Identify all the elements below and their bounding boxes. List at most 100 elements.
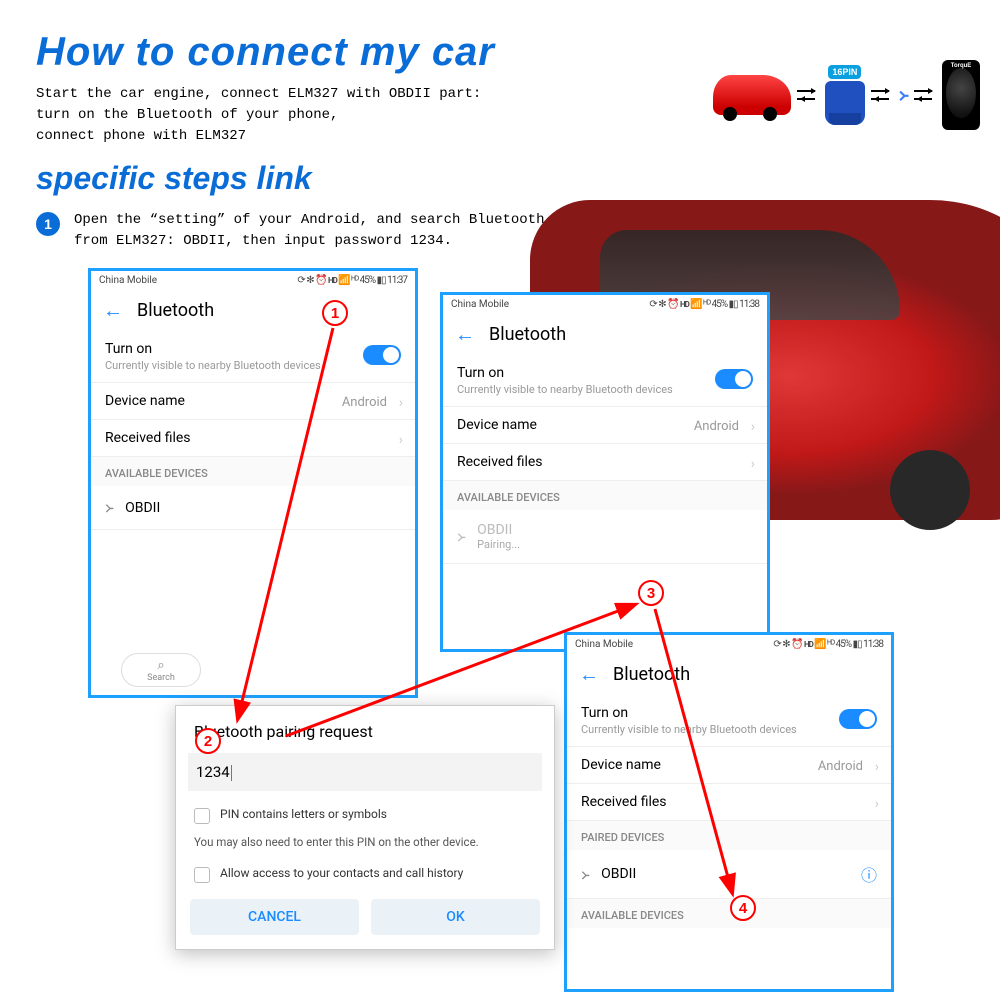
chevron-right-icon: › (875, 796, 879, 812)
row-sublabel: Currently visible to nearby Bluetooth de… (581, 723, 877, 736)
step-marker-4: 4 (730, 895, 756, 921)
device-name-row[interactable]: Device name Android › (91, 383, 415, 420)
phone-icon (942, 60, 980, 130)
turn-on-row[interactable]: Turn on Currently visible to nearby Blue… (443, 355, 767, 407)
intro-line: connect phone with ELM327 (36, 126, 481, 147)
status-icons: ⟳ ✻ ⏰ HD 📶 ᴴᴰ 45% ▮▯ 11:37 (297, 275, 407, 286)
bluetooth-toggle[interactable] (839, 709, 877, 729)
screenshot-paired: China Mobile ⟳ ✻ ⏰ HD 📶 ᴴᴰ 45% ▮▯ 11:38 … (564, 632, 894, 992)
checkbox[interactable] (194, 867, 210, 883)
screen-header: ← Bluetooth (567, 652, 891, 695)
step-text: Open the “setting” of your Android, and … (74, 210, 544, 252)
checkbox-label: Allow access to your contacts and call h… (220, 866, 463, 880)
row-label: Turn on (105, 341, 401, 357)
available-devices-header: AVAILABLE DEVICES (91, 457, 415, 486)
back-icon[interactable]: ← (579, 662, 599, 687)
chevron-right-icon: › (875, 759, 879, 775)
info-icon[interactable]: ⓘ (861, 862, 877, 886)
received-files-row[interactable]: Received files › (443, 444, 767, 481)
device-name: OBDII (477, 522, 520, 538)
row-label: Turn on (457, 365, 753, 381)
step-1: 1 Open the “setting” of your Android, an… (36, 210, 544, 252)
row-label: Turn on (581, 705, 877, 721)
intro-text: Start the car engine, connect ELM327 wit… (36, 84, 481, 147)
intro-line: turn on the Bluetooth of your phone, (36, 105, 481, 126)
car-icon (713, 75, 791, 115)
device-name-value: Android (818, 759, 863, 774)
row-label: Received files (457, 454, 753, 470)
row-sublabel: Currently visible to nearby Bluetooth de… (105, 359, 401, 372)
arrows-icon (914, 88, 936, 102)
intro-line: Start the car engine, connect ELM327 wit… (36, 84, 481, 105)
status-bar: China Mobile ⟳ ✻ ⏰ HD 📶 ᴴᴰ 45% ▮▯ 11:37 (91, 271, 415, 288)
page-title: How to connect my car (36, 30, 495, 75)
step-marker-3: 3 (638, 580, 664, 606)
available-devices-header: AVAILABLE DEVICES (443, 481, 767, 510)
search-label: Search (147, 673, 175, 683)
turn-on-row[interactable]: Turn on Currently visible to nearby Blue… (567, 695, 891, 747)
chevron-right-icon: › (399, 395, 403, 411)
status-bar: China Mobile ⟳ ✻ ⏰ HD 📶 ᴴᴰ 45% ▮▯ 11:38 (443, 295, 767, 312)
step-marker-2: 2 (195, 728, 221, 754)
row-sublabel: Currently visible to nearby Bluetooth de… (457, 383, 753, 396)
chevron-right-icon: › (751, 456, 755, 472)
cancel-button[interactable]: CANCEL (190, 899, 359, 935)
screen-title: Bluetooth (137, 300, 214, 321)
row-label: Received files (581, 794, 877, 810)
screen-title: Bluetooth (489, 324, 566, 345)
pin-input[interactable]: 1234 (188, 753, 542, 791)
chevron-right-icon: › (751, 419, 755, 435)
device-name-row[interactable]: Device name Android › (443, 407, 767, 444)
received-files-row[interactable]: Received files › (567, 784, 891, 821)
steps-title: specific steps link (36, 160, 312, 197)
paired-devices-header: PAIRED DEVICES (567, 821, 891, 850)
available-devices-header: AVAILABLE DEVICES (567, 899, 891, 928)
step-line: from ELM327: OBDII, then input password … (74, 233, 452, 249)
pin-value: 1234 (196, 763, 230, 781)
screen-title: Bluetooth (613, 664, 690, 685)
step-marker-1: 1 (322, 300, 348, 326)
connection-diagram: 16PIN ᚛ (713, 60, 980, 130)
device-name: OBDII (601, 866, 636, 882)
dialog-title: Bluetooth pairing request (176, 720, 554, 749)
received-files-row[interactable]: Received files › (91, 420, 415, 457)
screen-header: ← Bluetooth (91, 288, 415, 331)
screenshot-bluetooth-list: China Mobile ⟳ ✻ ⏰ HD 📶 ᴴᴰ 45% ▮▯ 11:37 … (88, 268, 418, 698)
bluetooth-icon: ᚛ (105, 498, 113, 517)
status-bar: China Mobile ⟳ ✻ ⏰ HD 📶 ᴴᴰ 45% ▮▯ 11:38 (567, 635, 891, 652)
contacts-checkbox-row[interactable]: Allow access to your contacts and call h… (176, 860, 554, 889)
carrier-label: China Mobile (99, 275, 157, 286)
bluetooth-toggle[interactable] (715, 369, 753, 389)
search-icon: ⌕ (157, 658, 164, 673)
pin-label: 16PIN (828, 65, 861, 79)
bluetooth-icon: ᚛ (899, 85, 908, 106)
device-row-obdii-paired[interactable]: ᚛ OBDII ⓘ (567, 850, 891, 899)
pairing-dialog: Bluetooth pairing request 1234 PIN conta… (175, 705, 555, 950)
device-name-value: Android (694, 419, 739, 434)
step-line: Open the “setting” of your Android, and … (74, 212, 544, 228)
checkbox-label: PIN contains letters or symbols (220, 807, 387, 821)
carrier-label: China Mobile (451, 299, 509, 310)
checkbox[interactable] (194, 808, 210, 824)
arrows-icon (797, 88, 819, 102)
status-icons: ⟳ ✻ ⏰ HD 📶 ᴴᴰ 45% ▮▯ 11:38 (773, 639, 883, 650)
device-row-obdii-pairing[interactable]: ᚛ OBDII Pairing... (443, 510, 767, 564)
ok-button[interactable]: OK (371, 899, 540, 935)
turn-on-row[interactable]: Turn on Currently visible to nearby Blue… (91, 331, 415, 383)
bluetooth-icon: ᚛ (581, 865, 589, 884)
carrier-label: China Mobile (575, 639, 633, 650)
row-label: Received files (105, 430, 401, 446)
pin-letters-checkbox-row[interactable]: PIN contains letters or symbols (176, 801, 554, 830)
screenshot-pairing: China Mobile ⟳ ✻ ⏰ HD 📶 ᴴᴰ 45% ▮▯ 11:38 … (440, 292, 770, 652)
device-status: Pairing... (477, 538, 520, 551)
search-button[interactable]: ⌕ Search (121, 653, 201, 687)
screen-header: ← Bluetooth (443, 312, 767, 355)
bluetooth-toggle[interactable] (363, 345, 401, 365)
device-name-row[interactable]: Device name Android › (567, 747, 891, 784)
obd-adapter-icon (825, 81, 865, 125)
back-icon[interactable]: ← (455, 322, 475, 347)
arrows-icon (871, 88, 893, 102)
back-icon[interactable]: ← (103, 298, 123, 323)
chevron-right-icon: › (399, 432, 403, 448)
device-row-obdii[interactable]: ᚛ OBDII (91, 486, 415, 530)
